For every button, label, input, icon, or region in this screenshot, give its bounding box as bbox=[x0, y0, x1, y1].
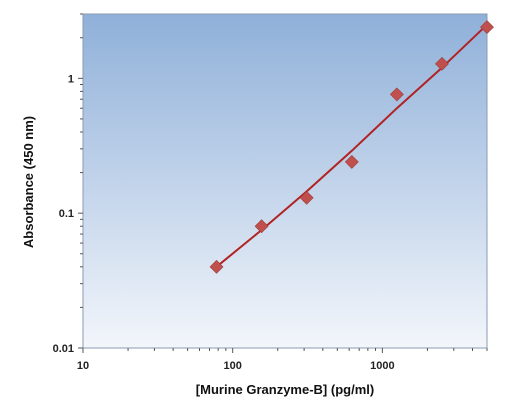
data-point bbox=[344, 154, 359, 169]
x-tick-label: 1000 bbox=[370, 360, 394, 372]
data-points bbox=[209, 20, 494, 274]
y-tick-label: 1 bbox=[68, 73, 74, 85]
data-point bbox=[389, 87, 404, 102]
data-point bbox=[209, 259, 224, 274]
y-tick-label: 0.01 bbox=[53, 343, 74, 355]
data-point bbox=[480, 20, 494, 34]
data-point bbox=[299, 190, 314, 205]
plot-area bbox=[82, 13, 488, 349]
y-tick-label: 0.1 bbox=[59, 208, 74, 220]
x-tick-label: 10 bbox=[77, 360, 89, 372]
data-point bbox=[254, 219, 269, 234]
x-tick-label: 100 bbox=[224, 360, 242, 372]
x-axis: 10 100 1000 bbox=[77, 348, 488, 372]
data-point bbox=[435, 56, 449, 71]
y-axis-title: Absorbance (450 nm) bbox=[21, 116, 36, 248]
y-axis: 0.01 0.1 1 bbox=[53, 13, 83, 355]
x-axis-title: [Murine Granzyme-B] (pg/ml) bbox=[196, 382, 374, 397]
